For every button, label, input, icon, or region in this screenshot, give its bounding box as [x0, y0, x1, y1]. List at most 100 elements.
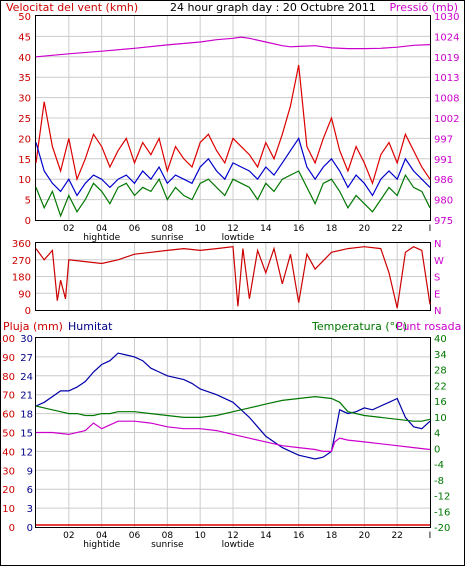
- x-tick-label: 08: [162, 531, 174, 541]
- left-tick-label: 100: [0, 334, 15, 345]
- x-tick-label: 02: [63, 224, 74, 234]
- left-tick-label-2: 0: [27, 523, 33, 534]
- series-line: [35, 395, 431, 422]
- x-tick-label-end: I: [429, 224, 432, 234]
- panel3-left-axis-label: Pluja (mm): [3, 320, 63, 333]
- x-tick-label: 18: [326, 531, 338, 541]
- x-tick-label: 12: [227, 531, 238, 541]
- right-tick-label: -4: [434, 460, 444, 471]
- right-tick-label: 991: [434, 155, 453, 166]
- right-tick-label: 986: [434, 175, 453, 186]
- left-tick-label-2: 9: [27, 466, 33, 477]
- right-tick-label: 16: [434, 397, 447, 408]
- right-tick-label: 975: [434, 216, 453, 227]
- left-tick-label: 45: [18, 32, 31, 43]
- x-tick-label-end: I: [429, 531, 432, 541]
- right-tick-label: 40: [434, 334, 447, 345]
- right-tick-label: 1002: [434, 114, 459, 125]
- series-line: [35, 352, 431, 460]
- x-tick-label: 02: [63, 531, 74, 541]
- panel1-left-axis-label: Velocitat del vent (kmh): [6, 1, 138, 14]
- left-tick-label-2: 21: [20, 391, 33, 402]
- left-tick-label-2: 6: [27, 485, 33, 496]
- right-tick-label: 4: [434, 429, 440, 440]
- right-tick-label: 980: [434, 196, 453, 207]
- series-line: [35, 36, 431, 58]
- right-tick-label: 22: [434, 381, 447, 392]
- left-tick-label: 25: [18, 114, 31, 125]
- left-tick-label-2: 24: [20, 372, 33, 383]
- left-tick-label-2: 3: [27, 504, 33, 515]
- left-tick-label: 40: [2, 447, 15, 458]
- x-tick-label: 18: [326, 224, 338, 234]
- left-tick-label: 50: [2, 429, 15, 440]
- left-tick-label: 0: [25, 306, 31, 317]
- right-tick-label: W: [434, 256, 444, 267]
- right-tick-label: 1030: [434, 12, 459, 23]
- left-tick-label: 60: [2, 410, 15, 421]
- x-tick-label: 16: [293, 224, 305, 234]
- left-tick-label: 20: [2, 485, 15, 496]
- left-tick-label: 15: [18, 155, 31, 166]
- panel3-right-axis-label-2: Punt rosada: [396, 320, 461, 333]
- right-tick-label: S: [434, 273, 440, 284]
- right-tick-label: 1008: [434, 94, 459, 105]
- left-tick-label: 50: [18, 12, 31, 23]
- event-label: sunrise: [151, 540, 184, 550]
- right-tick-label: -20: [434, 523, 450, 534]
- series-line: [35, 170, 431, 218]
- left-tick-label: 10: [2, 504, 15, 515]
- left-tick-label-2: 12: [20, 447, 33, 458]
- right-tick-label: 997: [434, 134, 453, 145]
- event-label: hightide: [83, 540, 120, 550]
- left-tick-label: 360: [12, 239, 31, 250]
- left-tick-label: 30: [18, 94, 31, 105]
- event-label: lowtide: [222, 233, 255, 243]
- x-tick-label: 14: [260, 224, 272, 234]
- panel1-right-axis-label: Pressió (mb): [389, 1, 458, 14]
- left-tick-label: 30: [2, 466, 15, 477]
- x-tick-label: 10: [194, 224, 206, 234]
- left-tick-label: 10: [18, 175, 31, 186]
- left-tick-label: 180: [12, 273, 31, 284]
- left-tick-label-2: 15: [20, 429, 33, 440]
- x-tick-label: 22: [391, 224, 402, 234]
- right-tick-label: 0: [434, 444, 440, 455]
- right-tick-label: 1024: [434, 32, 459, 43]
- x-tick-label: 20: [359, 531, 371, 541]
- panel3-right-axis-label: Temperatura (°C): [311, 320, 407, 333]
- series-line: [35, 136, 431, 197]
- event-label: sunrise: [151, 233, 184, 243]
- right-tick-label: 28: [434, 366, 447, 377]
- right-tick-label: N: [434, 306, 441, 317]
- panel3-left-axis-label-2: Humitat: [68, 320, 113, 333]
- left-tick-label-2: 18: [20, 410, 33, 421]
- panel1-title: 24 hour graph day : 20 Octubre 2011: [170, 1, 376, 14]
- x-tick-label: 20: [359, 224, 371, 234]
- x-tick-label: 06: [129, 531, 141, 541]
- event-label: lowtide: [222, 540, 255, 550]
- right-tick-label: 10: [434, 413, 447, 424]
- series-line: [36, 420, 431, 452]
- left-tick-label: 70: [2, 391, 15, 402]
- left-tick-label: 270: [12, 256, 31, 267]
- right-tick-label: -12: [434, 492, 450, 503]
- left-tick-label: 80: [2, 372, 15, 383]
- event-label: hightide: [83, 233, 120, 243]
- x-tick-label: 10: [194, 531, 206, 541]
- right-tick-label: 34: [434, 350, 447, 361]
- left-tick-label: 90: [2, 353, 15, 364]
- x-tick-label: 22: [391, 531, 402, 541]
- x-tick-label: 06: [129, 224, 141, 234]
- x-tick-label: 04: [96, 224, 108, 234]
- x-tick-label: 12: [227, 224, 238, 234]
- series-line: [35, 246, 431, 309]
- left-tick-label: 40: [18, 53, 31, 64]
- right-tick-label: -8: [434, 476, 444, 487]
- right-tick-label: 1013: [434, 73, 459, 84]
- right-tick-label: N: [434, 239, 441, 250]
- left-tick-label-2: 27: [20, 353, 33, 364]
- series-line: [35, 64, 431, 186]
- x-tick-label: 14: [260, 531, 272, 541]
